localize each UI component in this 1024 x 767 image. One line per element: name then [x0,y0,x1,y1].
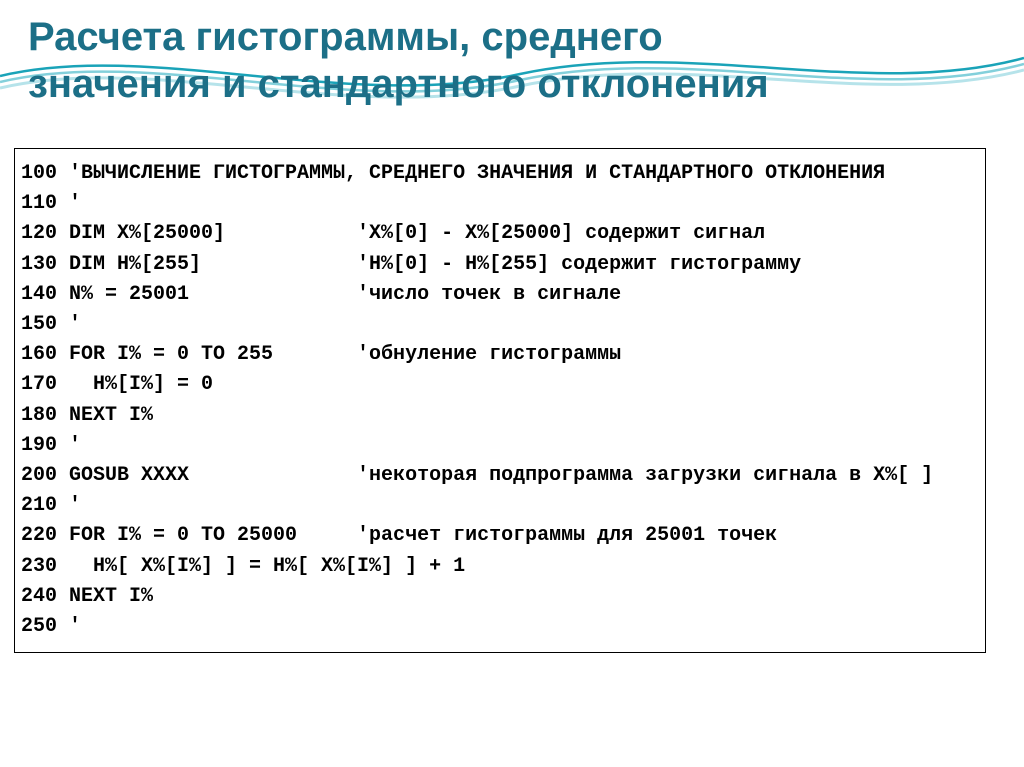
code-listing-box: 100 'ВЫЧИСЛЕНИЕ ГИСТОГРАММЫ, СРЕДНЕГО ЗН… [14,148,986,653]
slide-title: Расчета гистограммы, среднего значения и… [28,14,996,108]
code-listing: 100 'ВЫЧИСЛЕНИЕ ГИСТОГРАММЫ, СРЕДНЕГО ЗН… [21,159,979,642]
slide: Расчета гистограммы, среднего значения и… [0,0,1024,767]
